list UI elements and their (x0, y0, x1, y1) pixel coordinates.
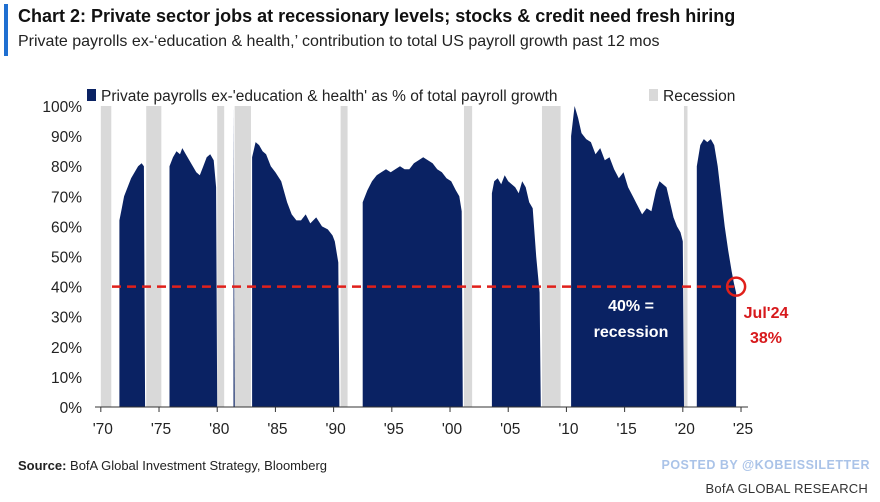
source-label: Source: (18, 458, 67, 473)
legend-recession-label: Recession (663, 88, 735, 105)
callout-value: 38% (750, 330, 782, 347)
series-area-segment-6 (571, 106, 684, 407)
series-area-segment-5 (491, 175, 541, 407)
series-area-segment-7 (696, 139, 737, 407)
series-area-segment-2 (233, 106, 235, 407)
recession-band-2 (217, 106, 225, 407)
y-tick-label-2: 20% (51, 340, 82, 357)
legend-series-swatch (87, 89, 96, 101)
recession-bands (100, 106, 688, 407)
x-tick-label-0: '70 (93, 421, 114, 438)
x-tick-label-5: '95 (384, 421, 404, 438)
posted-by-watermark: POSTED BY @KOBEISSILETTER (661, 458, 870, 472)
recession-band-7 (683, 106, 688, 407)
title-accent-bar (4, 4, 8, 56)
axis-layer: 0% 10% 20% 30% 40% 50% 60% 70% 80% 90% 100% '70 '75 '… (42, 99, 753, 438)
recession-band-0 (100, 106, 112, 407)
threshold-label-line1: 40% = (608, 298, 654, 315)
series-area-segment-0 (119, 163, 146, 407)
recession-band-5 (463, 106, 473, 407)
x-tick-label-10: '20 (675, 421, 696, 438)
series-area-segment-1 (169, 148, 218, 407)
threshold-layer (112, 276, 747, 297)
legend: Private payrolls ex-'education & health'… (87, 88, 735, 105)
y-tick-label-7: 70% (51, 189, 82, 206)
y-tick-label-6: 60% (51, 219, 82, 236)
x-tick-label-9: '15 (617, 421, 637, 438)
y-tick-label-3: 30% (51, 310, 82, 327)
legend-recession-swatch (649, 89, 658, 101)
x-tick-label-8: '10 (558, 421, 579, 438)
x-tick-label-1: '75 (151, 421, 171, 438)
y-tick-label-9: 90% (51, 129, 82, 146)
callout-date: Jul'24 (744, 305, 789, 322)
legend-series-label: Private payrolls ex-'education & health'… (101, 88, 558, 105)
source-note: Source: BofA Global Investment Strategy,… (18, 458, 327, 473)
y-tick-label-5: 50% (51, 250, 82, 267)
x-tick-label-3: '85 (267, 421, 287, 438)
recession-band-1 (146, 106, 162, 407)
series-area-segment-3 (252, 142, 340, 407)
chart-subtitle: Private payrolls ex-‘education & health,… (18, 33, 660, 50)
y-tick-label-0: 0% (60, 400, 83, 417)
y-tick-label-8: 80% (51, 159, 82, 176)
chart-title: Chart 2: Private sector jobs at recessio… (18, 6, 736, 26)
recession-band-6 (541, 106, 561, 407)
series-area-segment-4 (362, 157, 463, 407)
x-tick-label-6: '00 (442, 421, 463, 438)
x-tick-label-7: '05 (500, 421, 520, 438)
y-tick-label-10: 100% (42, 99, 82, 116)
recession-band-4 (340, 106, 348, 407)
y-tick-label-4: 40% (51, 280, 82, 297)
series-areas (119, 106, 737, 407)
brand-label: BofA GLOBAL RESEARCH (705, 481, 868, 496)
callout-circle (725, 276, 747, 297)
source-text: BofA Global Investment Strategy, Bloombe… (66, 458, 328, 473)
threshold-label-line2: recession (594, 324, 669, 341)
x-tick-label-11: '25 (733, 421, 753, 438)
y-tick-label-1: 10% (51, 370, 82, 387)
x-tick-label-4: '90 (326, 421, 347, 438)
x-tick-label-2: '80 (209, 421, 230, 438)
recession-band-3 (234, 106, 251, 407)
annotations: 40% = recession Jul'24 38% (594, 298, 789, 347)
